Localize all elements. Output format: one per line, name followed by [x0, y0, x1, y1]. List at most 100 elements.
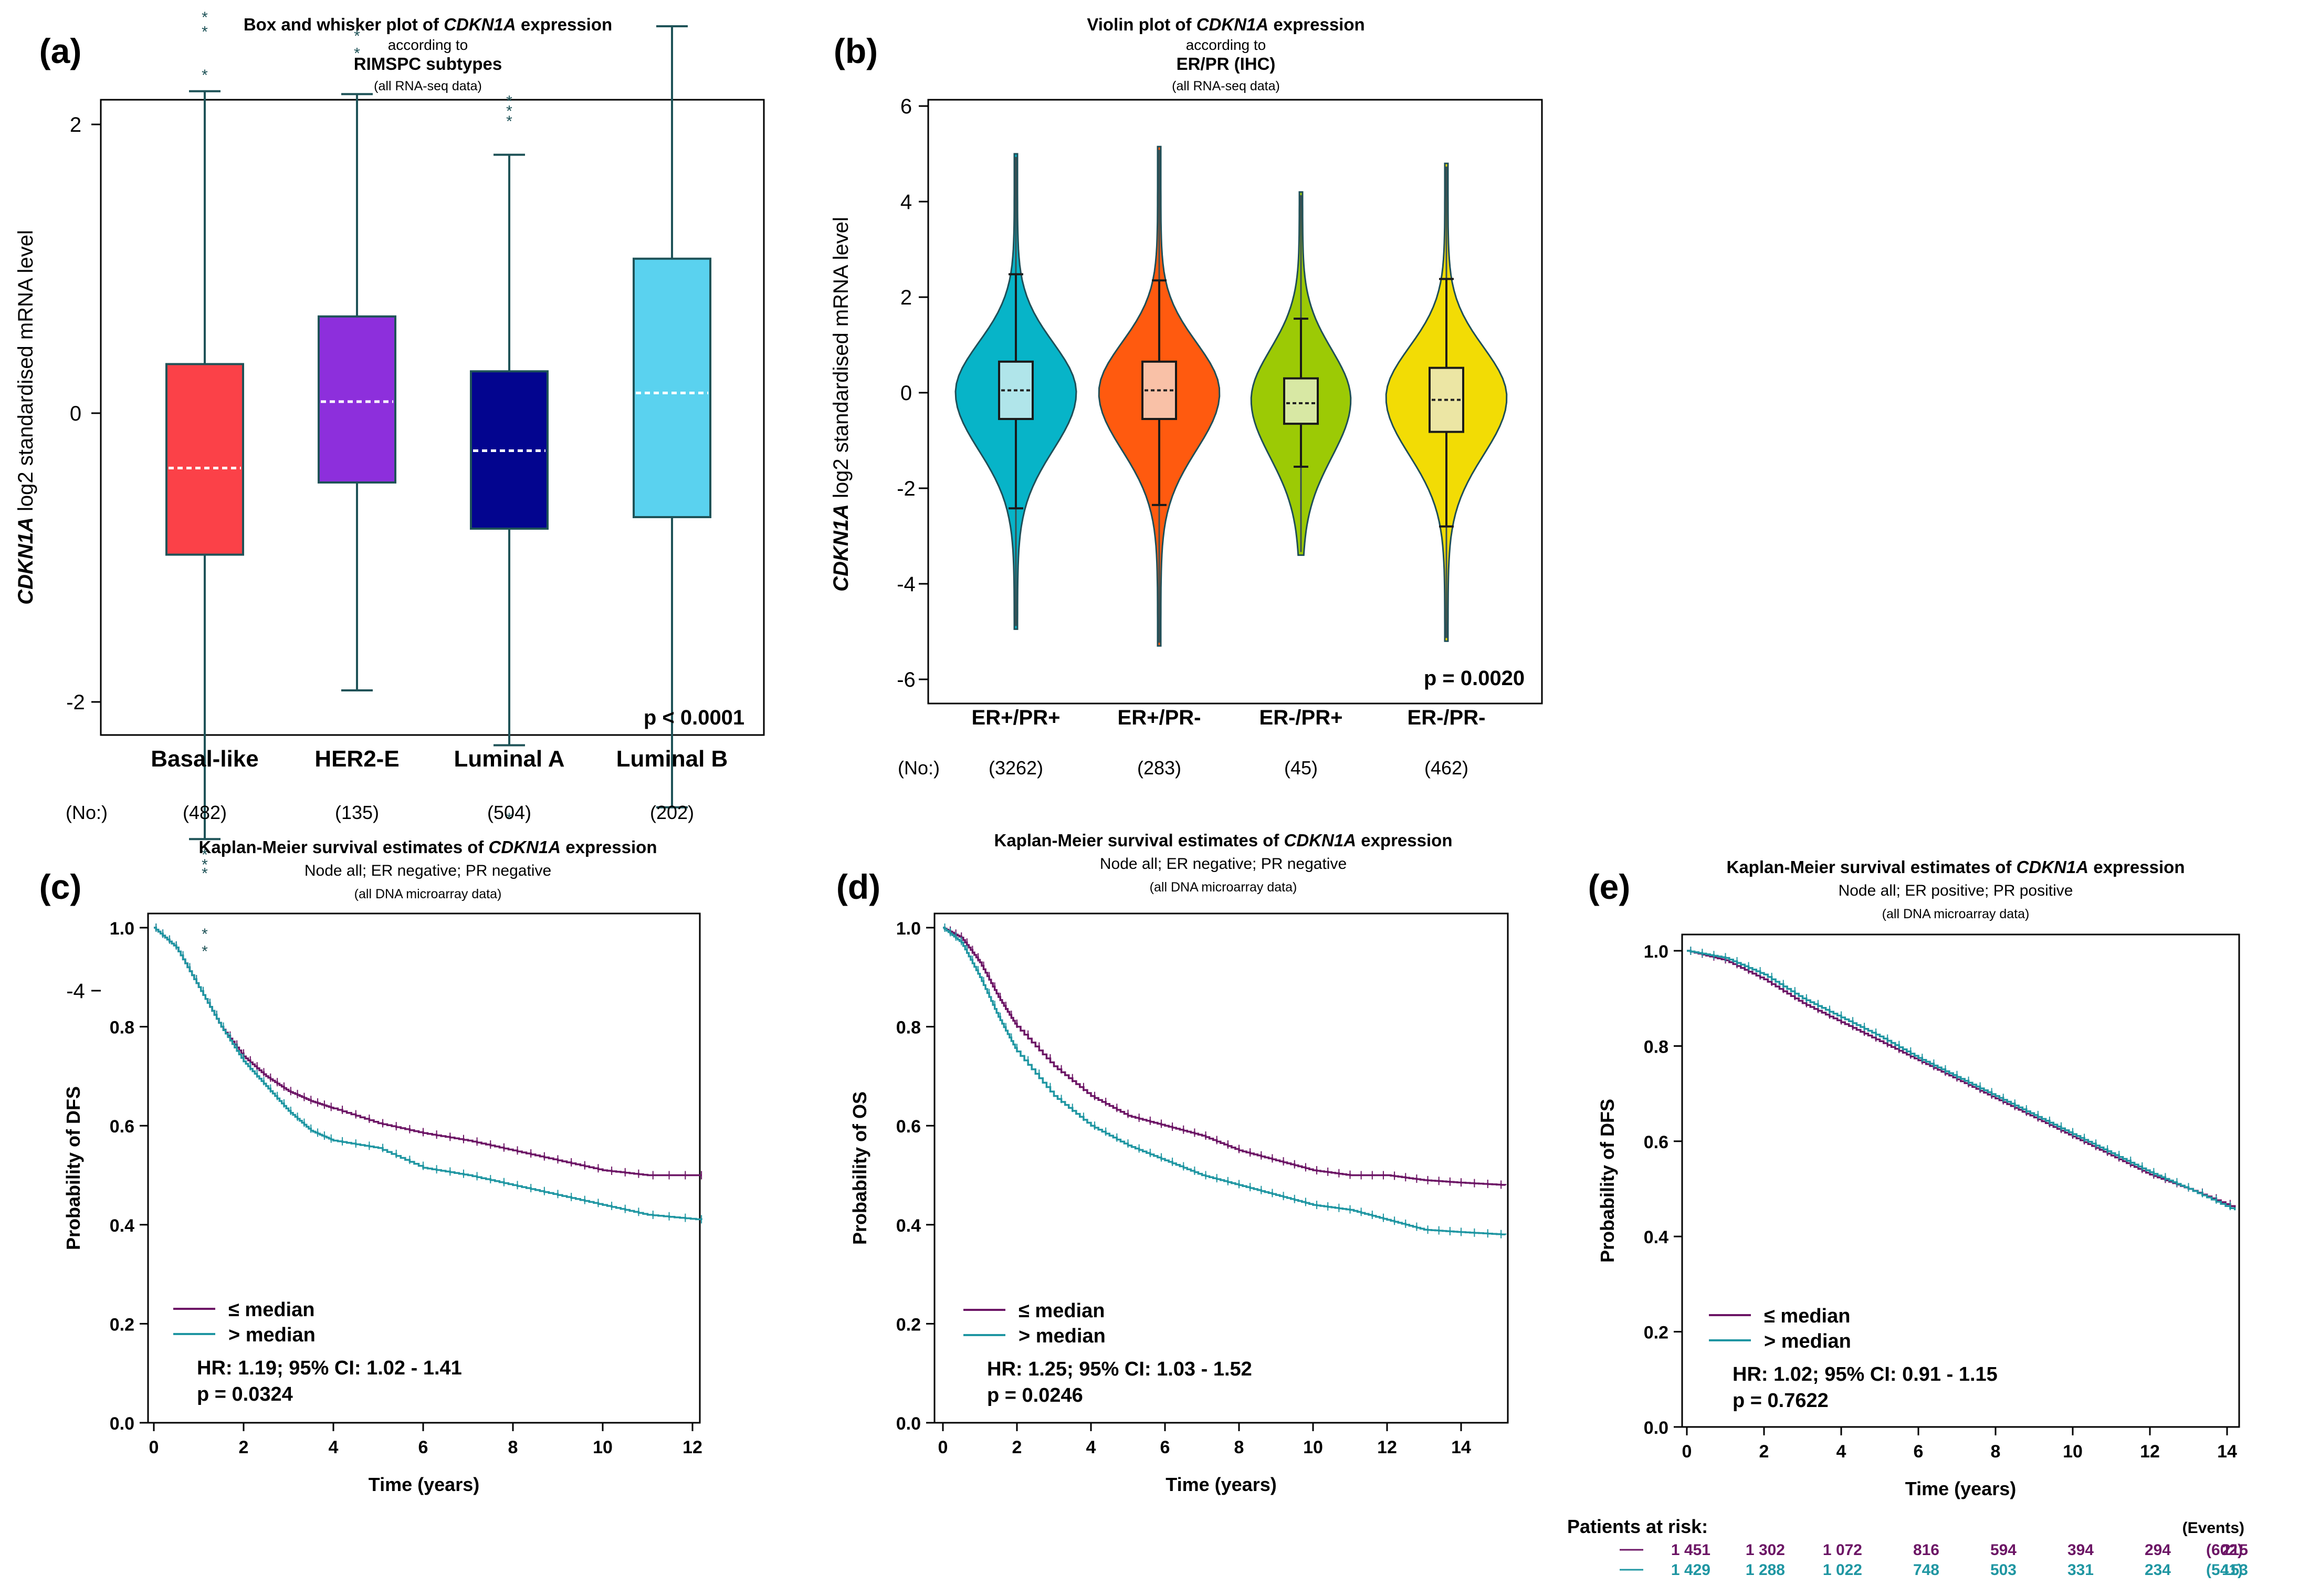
x-category-label: Basal-like	[151, 746, 258, 772]
subtitle: Node all; ER negative; PR negative	[1100, 855, 1347, 873]
y-axis-label-text: Probability of DFS	[62, 1086, 84, 1250]
risk-table-title: Patients at risk:	[1567, 1516, 1708, 1537]
title-gene: CDKN1A	[1196, 15, 1269, 34]
count-label: (462)	[1424, 757, 1468, 779]
risk-events: (541)	[2206, 1561, 2243, 1579]
subtitle: Node all; ER positive; PR positive	[1839, 882, 2073, 899]
y-axis-label-text: Probability of OS	[849, 1091, 870, 1245]
risk-count: 234	[2145, 1561, 2171, 1579]
ylabel-rest: log2 standardised mRNA level	[830, 217, 853, 504]
x-tick-label: 4	[329, 1437, 339, 1457]
y-tick-label: -4	[897, 573, 916, 596]
x-tick-label: 8	[1991, 1442, 2001, 1462]
y-axis-label: Probability of DFS	[62, 1086, 84, 1250]
risk-count: 394	[2067, 1541, 2094, 1559]
box-basal-like	[165, 363, 244, 556]
y-tick-label: 0.6	[110, 1117, 134, 1137]
x-tick-label: 8	[1234, 1437, 1244, 1457]
outlier-point: *	[202, 9, 208, 26]
y-tick-label: 0.8	[110, 1018, 134, 1038]
count-label: (283)	[1137, 757, 1181, 779]
plot-frame	[1681, 933, 2240, 1428]
y-tick-label: 4	[900, 191, 912, 214]
legend-label: ≤ median	[228, 1299, 314, 1321]
outlier-point: *	[202, 926, 208, 943]
y-tick-label: 0.8	[1644, 1037, 1668, 1057]
count-label: (202)	[650, 802, 694, 823]
title-prefix: Kaplan-Meier survival estimates of	[1727, 857, 2017, 877]
y-tick-label: 0.8	[896, 1018, 921, 1038]
subtitle: (all DNA microarray data)	[1150, 880, 1297, 895]
title-suffix: expression	[1356, 831, 1452, 850]
y-axis-label: CDKN1A log2 standardised mRNA level	[14, 230, 37, 605]
panel-e: (e) Kaplan-Meier survival estimates of CD…	[1567, 857, 2248, 1579]
title-prefix: Violin plot of	[1087, 15, 1196, 34]
x-category-label: ER-/PR-	[1408, 706, 1486, 729]
ylabel-gene: CDKN1A	[830, 504, 853, 592]
subtitle: ER/PR (IHC)	[1177, 54, 1276, 74]
hazard-ratio: HR: 1.02; 95% CI: 0.91 - 1.15	[1733, 1363, 1998, 1385]
x-tick-label: 2	[1759, 1442, 1769, 1462]
x-tick-label: 10	[2063, 1442, 2083, 1462]
x-category-label: ER+/PR-	[1118, 706, 1201, 729]
x-tick-label: 10	[1303, 1437, 1323, 1457]
subtitle: (all RNA-seq data)	[374, 79, 482, 93]
panel-title: Kaplan-Meier survival estimates of CDKN1…	[994, 831, 1453, 850]
hazard-ratio: HR: 1.25; 95% CI: 1.03 - 1.52	[987, 1358, 1252, 1380]
km-curve-gt-median	[154, 927, 702, 1221]
panel-label: (a)	[39, 32, 82, 70]
count-label: (3262)	[989, 757, 1043, 779]
panel-c: (c) Kaplan-Meier survival estimates of CD…	[39, 837, 702, 1495]
count-header: (No:)	[66, 802, 108, 823]
legend-label: > median	[228, 1324, 316, 1346]
x-category-label: ER+/PR+	[972, 706, 1061, 729]
risk-events: (602)	[2206, 1541, 2243, 1559]
x-tick-label: 12	[2140, 1442, 2160, 1462]
outlier-point: *	[202, 67, 208, 84]
outlier-point: *	[354, 28, 360, 45]
count-label: (504)	[487, 802, 531, 823]
outlier-point: *	[202, 23, 208, 40]
subtitle: according to	[1186, 37, 1266, 53]
outlier-point: *	[202, 943, 208, 960]
risk-count: 1 302	[1746, 1541, 1785, 1559]
x-category-label: ER-/PR+	[1259, 706, 1343, 729]
risk-count: 331	[2067, 1561, 2094, 1579]
box-luminal-b	[633, 257, 711, 518]
legend-label: ≤ median	[1019, 1300, 1105, 1322]
x-category-label: Luminal A	[454, 746, 564, 772]
y-axis-label-text: CDKN1A log2 standardised mRNA level	[14, 230, 37, 605]
y-tick-label: 0.4	[1644, 1227, 1668, 1247]
x-tick-label: 6	[1914, 1442, 1924, 1462]
risk-count: 1 288	[1746, 1561, 1785, 1579]
y-axis-label-text: Probability of DFS	[1597, 1099, 1618, 1263]
outlier-point: *	[354, 45, 360, 62]
count-label: (45)	[1284, 757, 1318, 779]
risk-count: 1 451	[1671, 1541, 1710, 1559]
risk-table-events-header: (Events)	[2182, 1519, 2244, 1537]
y-tick-label: 0.2	[896, 1315, 921, 1335]
y-axis-label: Probability of OS	[849, 1091, 870, 1245]
hazard-ratio: HR: 1.19; 95% CI: 1.02 - 1.41	[197, 1357, 462, 1379]
plot-frame	[100, 99, 765, 736]
y-tick-label: 0.2	[110, 1315, 134, 1335]
panel-title: Kaplan-Meier survival estimates of CDKN1…	[199, 837, 657, 857]
y-tick-label: 0	[70, 402, 81, 425]
title-gene: CDKN1A	[1284, 831, 1357, 850]
title-prefix: Box and whisker plot of	[244, 15, 444, 34]
title-gene: CDKN1A	[444, 15, 516, 34]
x-tick-label: 0	[149, 1437, 159, 1457]
outlier-point: *	[506, 103, 512, 120]
y-tick-label: 0.0	[1644, 1418, 1668, 1438]
risk-count: 294	[2145, 1541, 2171, 1559]
p-value: p < 0.0001	[644, 706, 744, 729]
x-tick-label: 10	[593, 1437, 613, 1457]
x-tick-label: 0	[1682, 1442, 1692, 1462]
legend-label: ≤ median	[1764, 1305, 1850, 1327]
title-gene: CDKN1A	[2017, 857, 2089, 877]
y-tick-label: 0.4	[110, 1216, 134, 1236]
risk-count: 1 022	[1823, 1561, 1862, 1579]
y-tick-label: 2	[70, 113, 81, 136]
title-suffix: expression	[516, 15, 612, 34]
